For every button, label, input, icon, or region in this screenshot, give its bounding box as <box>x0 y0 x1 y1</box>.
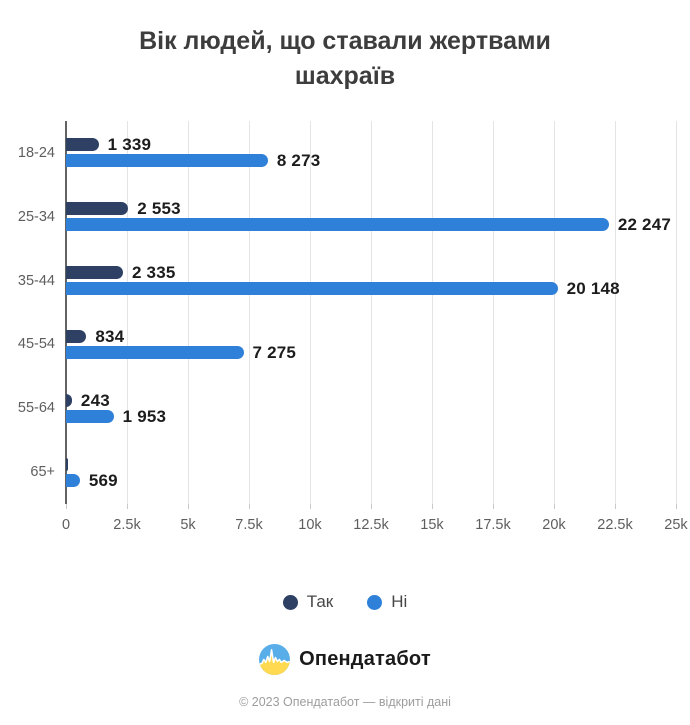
category-label: 65+ <box>30 464 55 481</box>
bar-value-label: 243 <box>80 390 110 410</box>
gridline <box>249 121 250 504</box>
gridline <box>554 121 555 504</box>
axis-tick <box>432 504 433 509</box>
x-axis-tick-label: 12.5k <box>353 517 389 533</box>
axis-tick <box>371 504 372 509</box>
legend: Так Ні <box>0 592 690 612</box>
bar-line <box>66 457 676 471</box>
gridline <box>493 121 494 504</box>
gridline <box>676 121 677 504</box>
axis-tick <box>127 504 128 509</box>
x-axis-tick-label: 17.5k <box>475 517 511 533</box>
legend-swatch-icon <box>282 594 298 610</box>
category-label: 35-44 <box>17 272 55 289</box>
bar-value-label: 20 148 <box>566 279 620 299</box>
bar-так <box>66 457 68 471</box>
bar-group: 55-64 243 1 953 <box>18 376 676 440</box>
x-axis-tick-label: 25k <box>664 517 688 533</box>
gridline <box>310 121 311 504</box>
x-axis-tick-label: 2.5k <box>113 517 141 533</box>
bar-line: 1 953 <box>66 406 676 426</box>
brand-name: Опендатабот <box>299 648 431 670</box>
bar-line: 20 148 <box>66 279 676 299</box>
axis-tick <box>66 504 67 509</box>
bar-value-label: 8 273 <box>276 151 321 171</box>
axis-tick <box>554 504 555 509</box>
bar-value-label: 2 335 <box>131 263 176 283</box>
y-axis-line <box>65 121 67 504</box>
legend-item: Так <box>282 592 334 612</box>
bar-ні <box>66 218 609 232</box>
bar-ні <box>66 409 114 423</box>
legend-item: Ні <box>367 592 407 612</box>
bar-group: 25-34 2 553 22 247 <box>18 185 676 249</box>
bar-line: 834 <box>66 326 676 346</box>
bar-line: 8 273 <box>66 151 676 171</box>
axis-tick <box>188 504 189 509</box>
category-label: 55-64 <box>17 400 55 417</box>
bar-group: 35-44 2 335 20 148 <box>18 249 676 313</box>
axis-tick <box>249 504 250 509</box>
category-label: 18-24 <box>17 144 55 161</box>
bar-value-label: 1 339 <box>107 135 152 155</box>
bar-так <box>66 329 87 343</box>
category-label: 25-34 <box>17 208 55 225</box>
brand-footer: Опендатабот <box>0 644 690 675</box>
opendatabot-logo-icon <box>259 644 291 675</box>
bar-line: 1 339 <box>66 135 676 155</box>
gridline <box>127 121 128 504</box>
legend-label: Так <box>306 592 334 611</box>
axis-tick <box>493 504 494 509</box>
bar-line: 7 275 <box>66 342 676 362</box>
x-axis-tick-label: 5k <box>180 517 196 533</box>
x-axis-tick-label: 22.5k <box>597 517 633 533</box>
gridline <box>188 121 189 504</box>
bar-так <box>66 393 72 407</box>
gridline <box>371 121 372 504</box>
x-axis-tick-label: 15k <box>420 517 444 533</box>
legend-label: Ні <box>391 592 408 611</box>
bar-value-label: 569 <box>88 470 118 490</box>
bar-group: 18-24 1 339 8 273 <box>18 121 676 185</box>
bar-так <box>66 266 123 280</box>
bar-group: 45-54 834 7 275 <box>18 313 676 377</box>
x-axis-tick-label: 0 <box>61 517 71 533</box>
bar-value-label: 834 <box>95 326 125 346</box>
bar-value-label: 22 247 <box>617 215 672 235</box>
bar-так <box>66 138 99 152</box>
category-label: 45-54 <box>17 336 55 353</box>
bar-ні <box>66 282 558 296</box>
axis-tick <box>676 504 677 509</box>
bar-line: 2 335 <box>66 263 676 283</box>
bar-group: 65+ 569 <box>30 440 676 504</box>
legend-swatch-icon <box>367 594 383 610</box>
x-axis-tick-label: 20k <box>542 517 566 533</box>
bar-ні <box>66 473 80 487</box>
copyright-text: © 2023 Опендатабот — відкриті дані <box>239 695 451 709</box>
bar-chart: 0 2.5k 5k 7.5k 10k 12.5k 15k 17.5k 20k 22.5k 25k 18… <box>18 121 688 533</box>
x-axis-tick-label: 10k <box>298 517 322 533</box>
bar-line: 22 247 <box>66 215 676 235</box>
bar-ні <box>66 345 244 359</box>
axis-tick <box>310 504 311 509</box>
bar-line: 243 <box>66 390 676 410</box>
x-axis-tick-label: 7.5k <box>235 517 263 533</box>
gridline <box>615 121 616 504</box>
chart-title: Вік людей, що ставали жертвами шахраїв <box>139 27 551 90</box>
gridline <box>432 121 433 504</box>
bar-ні <box>66 154 268 168</box>
bar-value-label: 1 953 <box>122 406 167 426</box>
bar-line: 2 553 <box>66 199 676 219</box>
bar-line: 569 <box>66 470 676 490</box>
bar-так <box>66 202 129 216</box>
axis-tick <box>615 504 616 509</box>
bar-value-label: 7 275 <box>252 342 297 362</box>
bar-value-label: 2 553 <box>137 199 181 219</box>
